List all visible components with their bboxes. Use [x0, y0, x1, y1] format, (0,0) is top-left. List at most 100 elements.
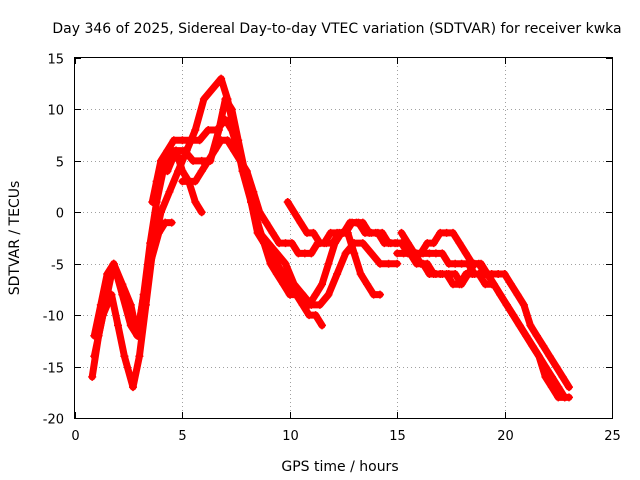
- data-point-marker: [397, 228, 406, 237]
- data-point-marker: [272, 270, 281, 278]
- data-point-marker: [169, 136, 178, 145]
- y-tick-label: -10: [43, 310, 64, 325]
- x-tick-label: 10: [282, 429, 299, 444]
- data-point-marker: [230, 146, 238, 155]
- data-point-marker: [255, 208, 264, 217]
- data-point-marker: [152, 177, 161, 186]
- data-point-marker: [509, 311, 518, 320]
- data-point-marker: [324, 290, 333, 299]
- data-point-marker: [148, 198, 157, 206]
- data-point-marker: [163, 146, 172, 155]
- data-point-marker: [109, 259, 118, 268]
- data-point-marker: [384, 259, 393, 268]
- data-point-marker: [507, 280, 515, 289]
- data-point-marker: [221, 95, 230, 104]
- x-tick-label: 25: [604, 429, 621, 444]
- data-point-marker: [324, 259, 333, 268]
- data-point-marker: [513, 290, 522, 299]
- data-point-marker: [341, 228, 350, 237]
- y-tick-label: -5: [51, 259, 64, 274]
- data-point-marker: [373, 228, 382, 237]
- y-tick-label: 5: [56, 156, 64, 171]
- data-point-marker: [547, 383, 556, 392]
- ticks-layer: 0 5 10 15 20 25 -20 -15 -10 -5 0 5 10 15: [43, 53, 621, 445]
- data-point-marker: [174, 167, 183, 176]
- data-point-marker: [307, 249, 316, 258]
- data-point-marker: [260, 239, 268, 248]
- data-point-marker: [363, 280, 372, 289]
- data-point-marker: [341, 249, 350, 258]
- data-point-marker: [281, 259, 290, 268]
- data-point-marker: [449, 228, 457, 237]
- data-point-marker: [333, 270, 342, 278]
- data-point-marker: [560, 393, 569, 402]
- data-point-marker: [311, 290, 320, 299]
- data-point-marker: [522, 331, 531, 340]
- data-point-marker: [234, 136, 243, 145]
- data-point-marker: [406, 249, 415, 258]
- data-point-marker: [197, 167, 206, 176]
- data-point-marker: [103, 270, 112, 278]
- data-point-marker: [187, 136, 195, 145]
- data-point-marker: [438, 249, 447, 258]
- y-tick-label: 10: [47, 104, 64, 119]
- data-point-marker: [90, 352, 99, 361]
- y-tick-label: 15: [47, 53, 64, 68]
- y-tick-label: -20: [43, 413, 64, 428]
- data-point-marker: [262, 218, 271, 227]
- data-point-marker: [129, 383, 137, 392]
- data-point-marker: [191, 126, 200, 134]
- data-point-marker: [358, 239, 367, 248]
- data-point-marker: [88, 372, 97, 381]
- data-point-marker: [558, 372, 567, 381]
- data-point-marker: [455, 239, 464, 248]
- data-point-marker: [532, 331, 541, 340]
- data-point-marker: [199, 95, 208, 104]
- data-point-marker: [354, 218, 363, 227]
- data-point-marker: [208, 84, 217, 93]
- data-point-marker: [552, 362, 561, 371]
- data-point-marker: [141, 300, 150, 309]
- x-tick-label: 20: [497, 429, 514, 444]
- series-layer: [88, 74, 573, 402]
- data-point-marker: [191, 198, 200, 206]
- data-point-marker: [519, 300, 528, 309]
- data-point-marker: [191, 177, 200, 186]
- data-point-marker: [195, 136, 204, 145]
- data-point-marker: [135, 352, 144, 361]
- data-point-marker: [120, 352, 129, 361]
- data-point-marker: [236, 156, 245, 165]
- data-point-marker: [457, 280, 466, 289]
- data-point-marker: [376, 259, 384, 268]
- data-point-marker: [298, 290, 307, 299]
- data-point-marker: [496, 290, 505, 299]
- data-point-marker: [290, 208, 299, 217]
- data-point-marker: [178, 136, 187, 145]
- data-point-marker: [156, 156, 165, 165]
- data-point-marker: [515, 321, 524, 330]
- data-point-marker: [565, 383, 573, 392]
- data-point-marker: [367, 249, 376, 258]
- y-tick-label: 0: [56, 207, 64, 222]
- data-point-marker: [223, 136, 232, 145]
- data-point-marker: [167, 218, 176, 227]
- data-point-marker: [204, 126, 213, 134]
- y-tick-label: -15: [43, 362, 64, 377]
- data-point-marker: [541, 372, 550, 381]
- data-point-marker: [180, 146, 189, 155]
- data-point-marker: [279, 280, 288, 289]
- data-point-marker: [266, 259, 275, 268]
- series-satellite-track-9: [393, 249, 569, 402]
- data-point-marker: [165, 187, 174, 196]
- data-point-marker: [305, 300, 314, 309]
- data-point-marker: [318, 321, 326, 330]
- data-point-marker: [489, 280, 498, 289]
- data-point-marker: [217, 74, 226, 83]
- data-point-marker: [416, 249, 425, 258]
- data-point-marker: [539, 342, 548, 350]
- x-axis-label: GPS time / hours: [281, 459, 398, 475]
- data-point-marker: [328, 239, 337, 248]
- data-point-marker: [311, 311, 320, 320]
- data-point-marker: [107, 290, 116, 299]
